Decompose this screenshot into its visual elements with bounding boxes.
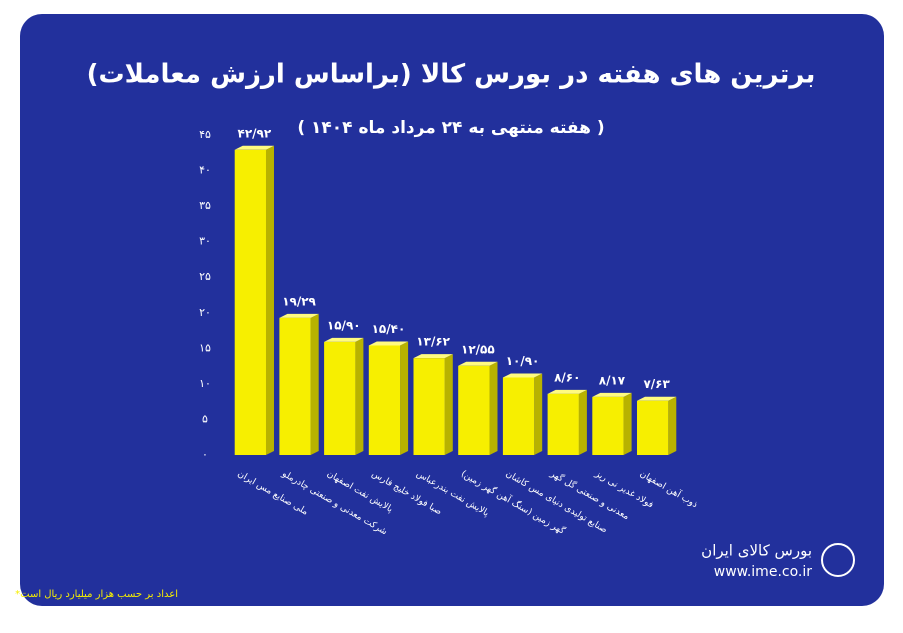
bar [637, 400, 669, 455]
logo [821, 543, 855, 577]
bar-top [279, 313, 319, 318]
bar [592, 396, 624, 455]
bar-top [502, 373, 543, 378]
bar-side [310, 313, 319, 455]
y-tick-label: ۳۵ [199, 199, 211, 212]
bar-side [623, 392, 632, 455]
source: بورس کالای ایران [701, 542, 812, 560]
y-tick-label: ۰ [202, 448, 208, 461]
y-tick-label: ۱۵ [199, 341, 211, 354]
chart-title: برترین های هفته در بورس کالا (براساس ارز… [87, 60, 816, 90]
y-tick-label: ۳۰ [199, 235, 211, 248]
value-label: ۷/۶۳ [643, 377, 670, 391]
footnote: *اعداد بر حسب هزار میلیارد ریال است [15, 589, 178, 600]
y-tick-label: ۵ [202, 412, 208, 425]
bar [279, 317, 311, 455]
bar-top [592, 392, 632, 397]
bar-side [400, 341, 409, 455]
y-tick-label: ۲۰ [199, 306, 211, 319]
bar [234, 149, 266, 455]
value-label: ۱۵/۴۰ [372, 322, 406, 336]
bar-top [413, 354, 453, 359]
bar [547, 393, 579, 455]
value-label: ۱۳/۶۲ [416, 335, 450, 349]
value-label: ۸/۱۷ [599, 373, 626, 387]
bar-top [234, 145, 274, 150]
bar-top [458, 361, 498, 366]
y-tick-label: ۴۰ [199, 164, 211, 177]
bar-top [547, 389, 587, 394]
bar-top [324, 337, 364, 342]
bar [324, 341, 356, 455]
panel [20, 14, 884, 606]
bar [413, 358, 445, 455]
chart-subtitle: ( هفته منتهی به ۲۴ مرداد ماه ۱۴۰۴ ) [297, 118, 604, 138]
bar-side [534, 373, 543, 455]
bar-side [578, 389, 587, 455]
bar-side [444, 354, 453, 455]
bar-top [637, 396, 677, 401]
value-label: ۱۹/۲۹ [282, 294, 316, 308]
value-label: ۱۰/۹۰ [506, 354, 540, 368]
y-tick-label: ۲۵ [199, 270, 211, 283]
y-tick-label: ۱۰ [199, 377, 211, 390]
value-label: ۱۵/۹۰ [327, 318, 361, 332]
value-label: ۴۲/۹۲ [238, 126, 272, 140]
bar-side [355, 337, 364, 455]
bar-top [368, 341, 409, 346]
bar-side [668, 396, 677, 455]
y-tick-label: ۴۵ [199, 128, 211, 141]
bar-side [265, 145, 274, 455]
bar [502, 377, 535, 455]
value-label: ۱۲/۵۵ [461, 342, 495, 356]
website: www.ime.co.ir [714, 564, 812, 580]
bar [368, 345, 401, 455]
value-label: ۸/۶۰ [554, 370, 580, 384]
bar [458, 365, 490, 455]
bar-side [489, 361, 498, 455]
